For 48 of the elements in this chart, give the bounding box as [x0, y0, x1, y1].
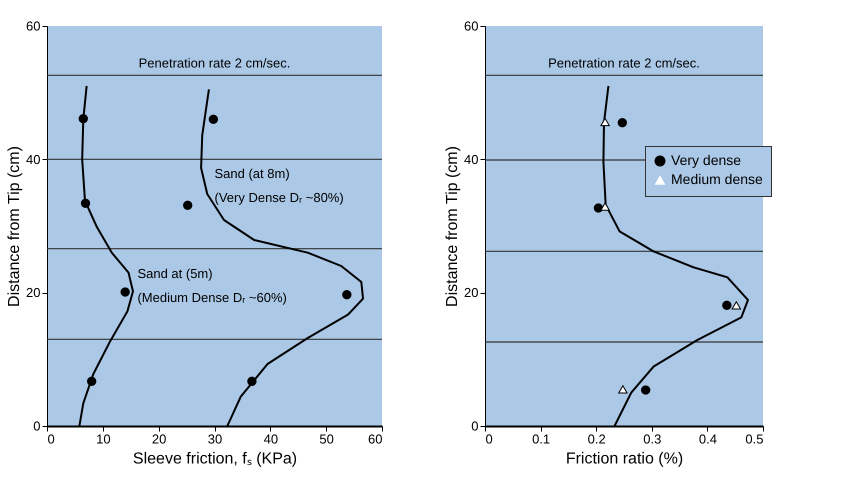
- point: [732, 301, 741, 310]
- x-tick-label: 40: [264, 432, 278, 446]
- x-tick-label: 0: [48, 432, 55, 446]
- point: [78, 114, 88, 124]
- annotation: Sand (at 8m): [214, 166, 290, 181]
- x-axis-title: Sleeve friction, fₛ (KPa): [132, 450, 298, 468]
- point: [183, 200, 192, 210]
- y-tick-label: 20: [26, 285, 40, 300]
- point: [722, 300, 732, 310]
- point: [208, 114, 218, 124]
- y-tick-label: 60: [464, 18, 478, 34]
- point: [618, 118, 628, 128]
- annotation: (Medium Dense Dᵣ ~60%): [137, 290, 287, 305]
- x-tick-label: 50: [319, 432, 334, 446]
- annotation: Sand at (5m): [137, 266, 213, 281]
- point: [247, 376, 257, 386]
- point: [618, 385, 628, 394]
- x-tick-label: 20: [152, 432, 166, 446]
- x-axis-title: Friction ratio (%): [566, 450, 684, 468]
- x-tick-label: 0.1: [532, 432, 550, 446]
- y-tick-label: 40: [26, 152, 40, 167]
- x-tick-label: 0.3: [643, 432, 662, 446]
- point: [342, 290, 352, 300]
- x-tick-label: 0.2: [588, 432, 606, 446]
- x-tick-label: 0: [486, 432, 493, 446]
- x-tick-label: 60: [368, 432, 382, 446]
- x-tick-label: 10: [96, 432, 111, 446]
- x-tick-label: 0.5: [745, 432, 764, 446]
- point: [600, 202, 610, 211]
- y-tick-label: 20: [464, 285, 478, 300]
- point: [80, 198, 90, 208]
- point: [86, 376, 96, 386]
- point: [600, 118, 610, 126]
- y-axis-title: Distance from Tip (cm): [6, 146, 24, 307]
- x-tick-label: 30: [208, 432, 222, 446]
- point: [641, 385, 650, 395]
- legend-label: Medium dense: [671, 171, 764, 187]
- annotation: (Very Dense Dᵣ ~80%): [214, 190, 344, 205]
- y-tick-label: 0: [471, 418, 478, 434]
- y-tick-label: 0: [33, 418, 40, 434]
- point: [120, 287, 130, 297]
- y-tick-label: 60: [26, 18, 40, 34]
- ref-line-label: Penetration rate 2 cm/sec.: [548, 55, 700, 70]
- legend-label: Very dense: [671, 152, 742, 168]
- x-tick-label: 0.4: [698, 432, 717, 446]
- ref-line-label: Penetration rate 2 cm/sec.: [138, 55, 290, 70]
- y-axis-title: Distance from Tip (cm): [444, 146, 462, 307]
- y-tick-label: 40: [464, 152, 478, 167]
